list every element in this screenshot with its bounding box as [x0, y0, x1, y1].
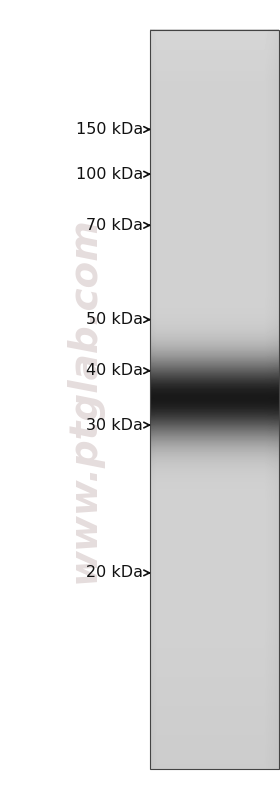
Text: 70 kDa: 70 kDa	[86, 218, 143, 233]
Text: 50 kDa: 50 kDa	[86, 312, 143, 327]
Text: 40 kDa: 40 kDa	[86, 364, 143, 378]
Text: 150 kDa: 150 kDa	[76, 122, 143, 137]
Text: 30 kDa: 30 kDa	[86, 418, 143, 432]
Text: 20 kDa: 20 kDa	[86, 566, 143, 580]
Bar	[150, 30, 279, 769]
Text: 100 kDa: 100 kDa	[76, 167, 143, 181]
Text: www.ptglab.com: www.ptglab.com	[65, 216, 103, 583]
